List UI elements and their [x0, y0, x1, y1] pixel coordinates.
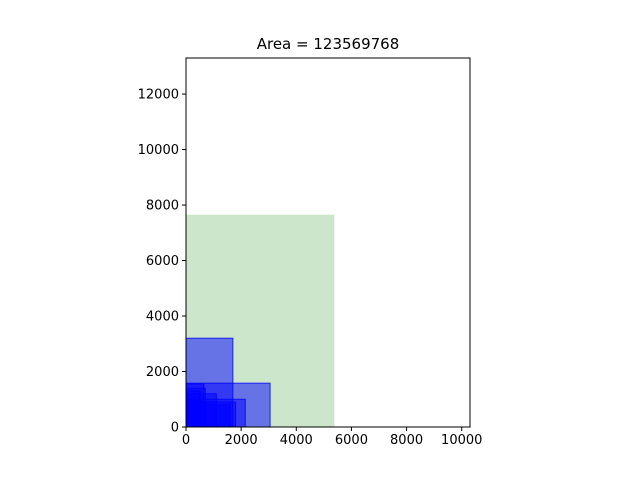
x-tick-label: 8000 — [390, 433, 423, 448]
axes-frame — [185, 57, 471, 428]
y-tick-label: 0 — [171, 421, 179, 436]
x-tick-label: 10000 — [441, 433, 482, 448]
y-tick-label: 6000 — [146, 254, 179, 269]
y-tick-label: 10000 — [138, 143, 179, 158]
x-tick-label: 6000 — [335, 433, 368, 448]
x-tick-label: 0 — [182, 433, 190, 448]
packed-rect-9 — [185, 390, 201, 428]
axes: 0 2000 4000 6000 8000 10000 0 2000 4000 6000 8000 1… — [138, 57, 482, 448]
x-tick-label: 4000 — [280, 433, 313, 448]
chart-title: Area = 123569768 — [257, 35, 400, 53]
x-tick-label: 2000 — [225, 433, 258, 448]
y-tick-label: 8000 — [146, 199, 179, 214]
y-tick-label: 2000 — [146, 365, 179, 380]
y-tick-label: 4000 — [146, 310, 179, 325]
plot-area — [185, 214, 335, 428]
y-tick-label: 12000 — [138, 88, 179, 103]
